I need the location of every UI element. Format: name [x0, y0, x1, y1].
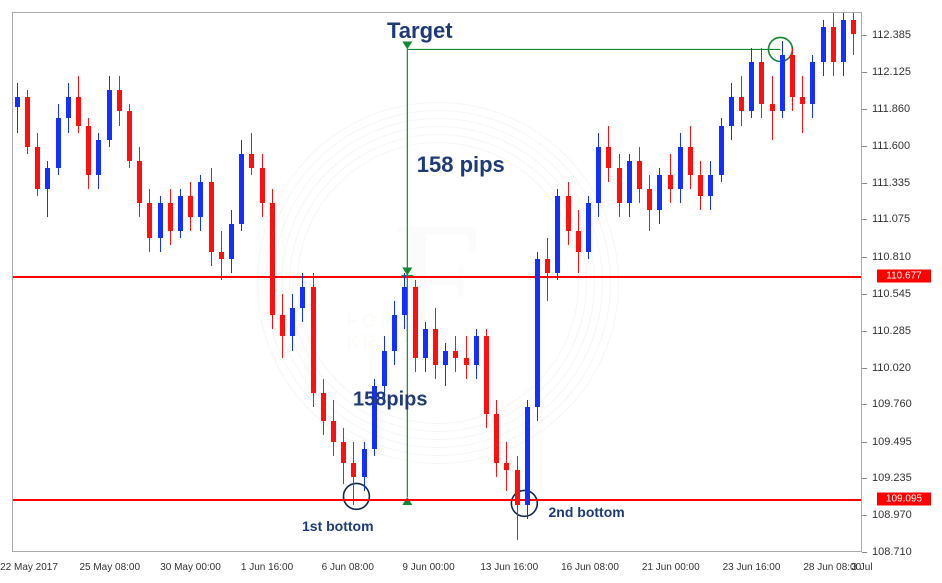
y-tick: 109.760 [872, 398, 932, 410]
chart-annotation: 158 pips [417, 152, 505, 178]
x-tick: 13 Jun 16:00 [480, 562, 538, 573]
x-tick: 30 May 00:00 [160, 562, 221, 573]
y-tick: 112.125 [872, 66, 932, 78]
y-tick: 108.970 [872, 509, 932, 521]
y-tick: 110.285 [872, 325, 932, 337]
candlestick-chart: F FOREX KRYPTO 110.677109.095Target158 p… [0, 0, 942, 583]
x-axis: 22 May 201725 May 08:0030 May 00:001 Jun… [12, 553, 862, 573]
y-tick: 109.495 [872, 436, 932, 448]
x-tick: 23 Jun 16:00 [723, 562, 781, 573]
x-tick: 21 Jun 00:00 [642, 562, 700, 573]
x-tick: 16 Jun 08:00 [561, 562, 619, 573]
support-resistance-line [13, 276, 861, 278]
chart-annotation: 2nd bottom [549, 504, 625, 520]
y-tick: 110.545 [872, 288, 932, 300]
y-tick: 110.810 [872, 251, 932, 263]
overlay-svg [13, 13, 861, 551]
y-tick: 109.235 [872, 472, 932, 484]
y-tick: 111.860 [872, 103, 932, 115]
chart-annotation: 1st bottom [302, 518, 374, 534]
chart-annotation: Target [387, 18, 453, 44]
x-tick: 25 May 08:00 [79, 562, 140, 573]
x-tick: 6 Jun 08:00 [322, 562, 374, 573]
y-tick: 111.075 [872, 213, 932, 225]
chart-annotation: 158pips [353, 388, 427, 411]
y-tick: 108.710 [872, 546, 932, 558]
y-axis: 112.385 112.125 111.860 111.600 111.335 111.0… [872, 12, 932, 552]
x-tick: 9 Jun 00:00 [402, 562, 454, 573]
y-tick: 112.385 [872, 29, 932, 41]
plot-area: F FOREX KRYPTO 110.677109.095Target158 p… [12, 12, 862, 552]
y-tick: 110.020 [872, 362, 932, 374]
support-resistance-line [13, 499, 861, 501]
y-tick: 111.335 [872, 177, 932, 189]
y-tick: 111.600 [872, 140, 932, 152]
x-tick: 1 Jun 16:00 [241, 562, 293, 573]
x-tick: 22 May 2017 [0, 562, 58, 573]
x-tick: 3 Jul [851, 562, 872, 573]
